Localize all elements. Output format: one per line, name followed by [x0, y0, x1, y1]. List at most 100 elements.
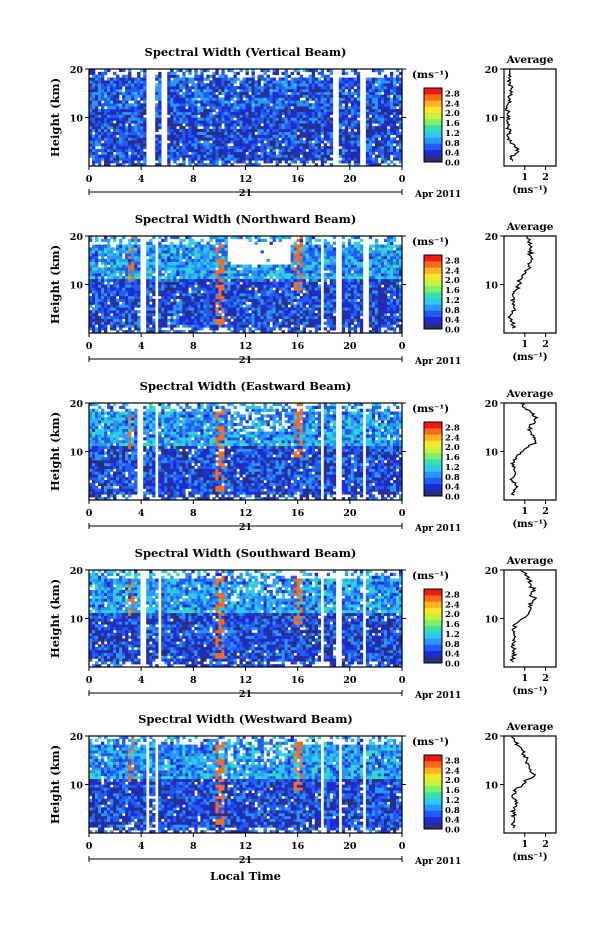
- heatmap-cell: [161, 244, 165, 248]
- x-tick-label: 12: [239, 174, 252, 185]
- heatmap-cell: [290, 83, 294, 87]
- heatmap-cell: [107, 148, 111, 153]
- heatmap-cell: [308, 270, 313, 274]
- heatmap-cell: [95, 160, 99, 164]
- heatmap-cell: [104, 307, 108, 311]
- heatmap-cell: [209, 307, 213, 311]
- heatmap-cell: [284, 301, 288, 305]
- heatmap-cell: [128, 310, 132, 314]
- heatmap-cell: [113, 273, 117, 277]
- heatmap-cell: [317, 284, 322, 288]
- heatmap-cell: [284, 310, 288, 314]
- heatmap-cell: [284, 160, 288, 164]
- heatmap-cell: [275, 100, 279, 104]
- heatmap-cell: [152, 327, 156, 331]
- heatmap-cell: [224, 278, 228, 282]
- heatmap-cell: [116, 298, 120, 302]
- heatmap-cell: [224, 264, 228, 268]
- heatmap-cell: [92, 120, 96, 124]
- heatmap-cell: [314, 267, 319, 271]
- heatmap-cell: [227, 106, 231, 110]
- heatmap-cell: [101, 321, 105, 325]
- heatmap-cell: [221, 275, 225, 280]
- heatmap-cell: [350, 94, 355, 98]
- heatmap-cell: [122, 69, 126, 73]
- heatmap-cell: [119, 261, 123, 265]
- heatmap-cell: [128, 94, 132, 98]
- heatmap-cell: [167, 324, 171, 328]
- heatmap-cell: [302, 106, 306, 110]
- heatmap-cell: [383, 88, 388, 93]
- heatmap-cell: [131, 278, 135, 282]
- heatmap-cell: [173, 97, 177, 101]
- heatmap-cell: [317, 88, 322, 93]
- heatmap-cell: [191, 310, 195, 314]
- heatmap-cell: [230, 146, 234, 150]
- heatmap-cell: [239, 106, 243, 110]
- heatmap-cell: [284, 154, 288, 158]
- heatmap-cell: [266, 313, 270, 317]
- heatmap-cell: [323, 151, 328, 155]
- heatmap-cell: [302, 154, 306, 158]
- heatmap-cell: [236, 321, 240, 325]
- heatmap-cell: [101, 301, 105, 305]
- heatmap-cell: [194, 264, 198, 268]
- heatmap-cell: [281, 126, 285, 130]
- heatmap-cell: [260, 108, 264, 113]
- heatmap-cell: [389, 120, 394, 124]
- heatmap-cell: [218, 250, 222, 254]
- heatmap-cell: [125, 253, 129, 257]
- heatmap-cell: [260, 287, 264, 291]
- heatmap-cell: [275, 313, 279, 317]
- heatmap-cell: [197, 151, 201, 155]
- heatmap-cell: [275, 103, 279, 107]
- heatmap-cell: [329, 117, 334, 121]
- heatmap-cell: [224, 94, 228, 98]
- heatmap-cell: [194, 143, 198, 147]
- heatmap-cell: [203, 126, 207, 130]
- heatmap-cell: [299, 94, 303, 98]
- heatmap-cell: [158, 275, 162, 280]
- heatmap-cell: [230, 103, 234, 107]
- heatmap-cell: [272, 114, 276, 118]
- heatmap-cell: [245, 126, 249, 130]
- heatmap-cell: [167, 295, 171, 300]
- heatmap-cell: [242, 287, 246, 291]
- heatmap-cell: [92, 318, 96, 322]
- heatmap-cell: [314, 117, 319, 121]
- heatmap-cell: [140, 140, 144, 144]
- heatmap-cell: [134, 281, 138, 285]
- heatmap-cell: [167, 275, 171, 280]
- heatmap-cell: [194, 241, 198, 245]
- heatmap-cell: [110, 315, 114, 320]
- heatmap-cell: [236, 287, 240, 291]
- heatmap-cell: [131, 163, 135, 167]
- heatmap-cell: [380, 77, 385, 81]
- heatmap-cell: [185, 88, 189, 93]
- heatmap-cell: [254, 114, 258, 118]
- heatmap-cell: [317, 97, 322, 101]
- heatmap-cell: [107, 103, 111, 107]
- heatmap-cell: [188, 154, 192, 158]
- heatmap-cell: [191, 253, 195, 257]
- heatmap-cell: [377, 97, 382, 101]
- heatmap-cell: [305, 80, 309, 84]
- heatmap-cell: [368, 111, 373, 115]
- heatmap-cell: [173, 123, 177, 127]
- heatmap-cell: [191, 290, 195, 294]
- heatmap-cell: [287, 111, 291, 115]
- heatmap-cell: [110, 253, 114, 257]
- heatmap-cell: [299, 298, 303, 302]
- heatmap-cell: [206, 108, 210, 113]
- heatmap-cell: [233, 123, 237, 127]
- heatmap-cell: [197, 163, 201, 167]
- heatmap-cell: [155, 83, 159, 87]
- heatmap-cell: [344, 77, 349, 81]
- heatmap-cell: [104, 298, 108, 302]
- heatmap-cell: [200, 83, 204, 87]
- heatmap-cell: [230, 148, 234, 153]
- heatmap-cell: [272, 106, 276, 110]
- x-tick-label: 0: [86, 174, 93, 185]
- heatmap-cell: [176, 264, 180, 268]
- heatmap-cell: [206, 117, 210, 121]
